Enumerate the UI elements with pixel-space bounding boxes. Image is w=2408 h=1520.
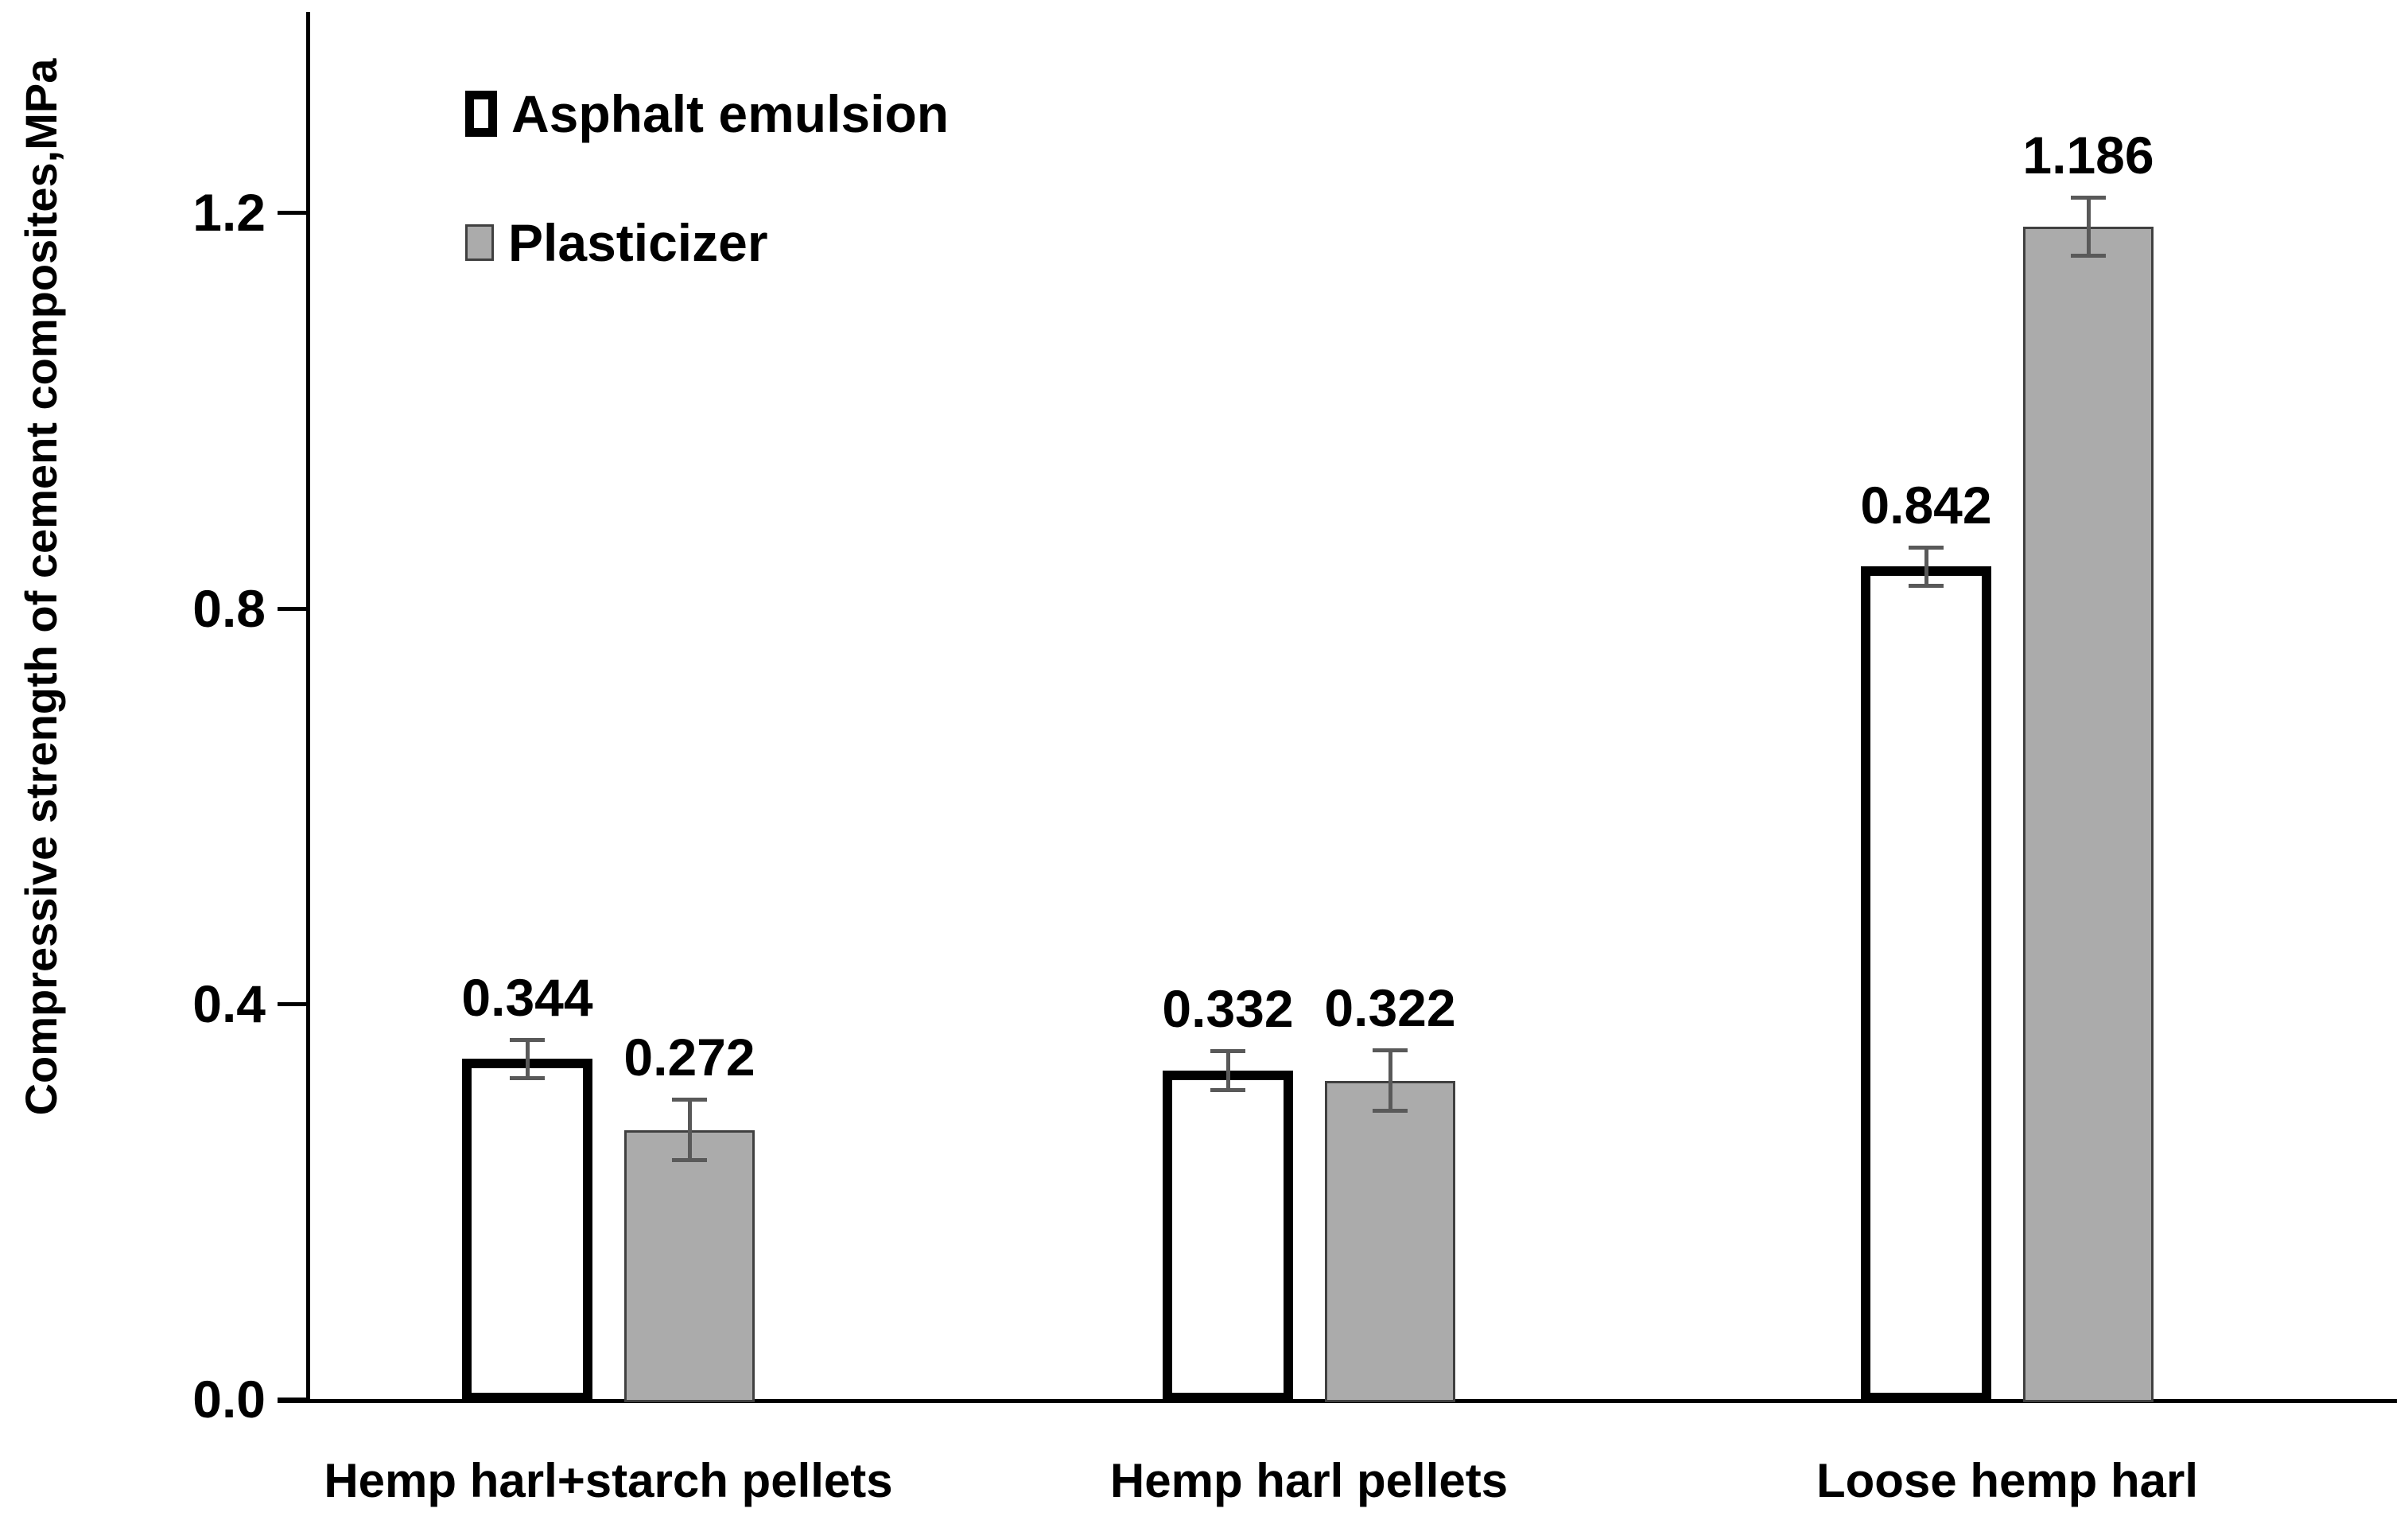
- value-label: 1.186: [2022, 125, 2154, 185]
- error-bar-cap: [672, 1158, 707, 1163]
- error-bar-cap: [672, 1098, 707, 1102]
- legend-label: Asphalt emulsion: [511, 84, 950, 143]
- legend: Asphalt emulsion Plasticizer: [465, 87, 949, 269]
- error-bar-cap: [1373, 1109, 1408, 1114]
- bar-plasticizer: [624, 1129, 755, 1402]
- error-bar-cap: [510, 1076, 545, 1081]
- bar-asphalt-emulsion: [1861, 566, 1991, 1402]
- error-bar-line: [1924, 546, 1928, 587]
- y-axis-title: Compressive strength of cement composite…: [16, 58, 66, 1116]
- error-bar-cap: [1210, 1049, 1245, 1054]
- value-label: 0.272: [623, 1028, 755, 1087]
- y-tick-label: 0.4: [192, 974, 266, 1033]
- error-bar-cap: [1909, 545, 1944, 550]
- legend-item: Plasticizer: [465, 216, 949, 269]
- legend-label: Plasticizer: [508, 213, 768, 272]
- value-label: 0.332: [1162, 979, 1294, 1039]
- value-label: 0.322: [1324, 978, 1456, 1038]
- error-bar-cap: [1210, 1088, 1245, 1093]
- error-bar-line: [1388, 1050, 1392, 1112]
- y-tick-mark: [278, 1398, 308, 1401]
- error-bar-cap: [2071, 195, 2106, 200]
- x-category-label: Hemp harl+starch pellets: [324, 1454, 893, 1507]
- error-bar-line: [525, 1039, 530, 1079]
- legend-item: Asphalt emulsion: [465, 87, 949, 140]
- value-label: 0.344: [461, 967, 593, 1027]
- x-category-label: Hemp harl pellets: [1109, 1454, 1509, 1507]
- y-tick-label: 1.2: [192, 183, 266, 243]
- error-bar-cap: [1909, 584, 1944, 589]
- error-bar-cap: [2071, 254, 2106, 259]
- y-tick-mark: [278, 211, 308, 216]
- error-bar-line: [687, 1099, 692, 1161]
- error-bar-line: [2086, 196, 2091, 257]
- y-tick-label: 0.8: [192, 578, 266, 638]
- legend-swatch-plasticizer: [465, 224, 494, 261]
- legend-swatch-asphalt-emulsion: [465, 91, 497, 137]
- error-bar-cap: [510, 1037, 545, 1042]
- y-tick-mark: [278, 1001, 308, 1006]
- y-tick-mark: [278, 606, 308, 611]
- error-bar-line: [1225, 1051, 1230, 1091]
- value-label: 0.842: [1860, 475, 1992, 535]
- y-tick-label: 0.0: [192, 1370, 266, 1429]
- x-category-label: Loose hemp harl: [1816, 1454, 2199, 1507]
- bar-plasticizer: [2023, 226, 2154, 1402]
- bar-asphalt-emulsion: [1163, 1071, 1293, 1402]
- error-bar-cap: [1373, 1048, 1408, 1053]
- bar-asphalt-emulsion: [462, 1059, 592, 1402]
- y-axis-line: [306, 12, 310, 1403]
- bar-plasticizer: [1325, 1080, 1455, 1402]
